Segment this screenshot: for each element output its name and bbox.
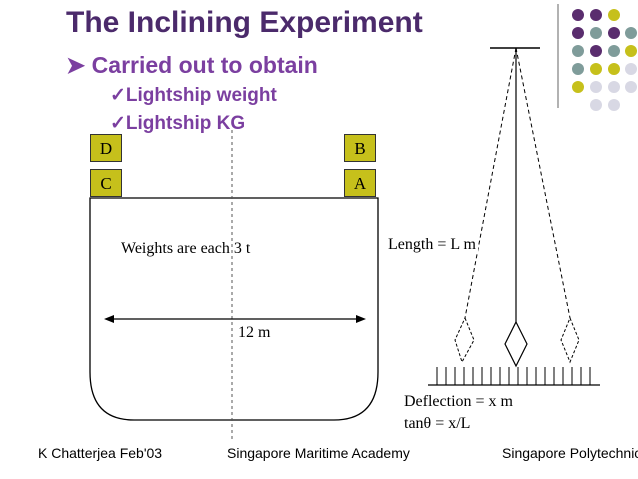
- dot: [572, 63, 584, 75]
- footer-right: Singapore Polytechnic: [502, 445, 638, 461]
- check-icon: ✓: [110, 113, 126, 134]
- arrow-bullet-icon: ➤: [66, 52, 86, 78]
- left-deflected-bob: [454, 316, 475, 364]
- dot: [608, 99, 620, 111]
- footer-left: K Chatterjea Feb'03: [38, 445, 163, 461]
- dot: [608, 81, 620, 93]
- dot: [625, 27, 637, 39]
- sub-bullet-item: ✓Lightship KG: [110, 112, 245, 135]
- footer-center: Singapore Maritime Academy: [227, 445, 410, 461]
- check-icon: ✓: [110, 85, 126, 106]
- dot: [590, 45, 602, 57]
- weight-d: D: [90, 134, 122, 162]
- dot: [572, 9, 584, 21]
- weight-b: B: [344, 134, 376, 162]
- weight-a: A: [344, 169, 376, 197]
- sub-bullet-text: Lightship weight: [125, 85, 277, 106]
- dot: [608, 45, 620, 57]
- dot: [590, 63, 602, 75]
- span-label: 12 m: [238, 324, 271, 341]
- tan-formula: tanθ = x/L: [404, 415, 471, 432]
- bullet-item: ➤ Carried out to obtain: [66, 52, 318, 79]
- dot: [590, 99, 602, 111]
- left-deflected-string: [464, 47, 517, 319]
- dot: [625, 45, 637, 57]
- deflection-label: Deflection = x m: [404, 393, 513, 410]
- dot: [608, 9, 620, 21]
- bullet-text: Carried out to obtain: [91, 52, 318, 78]
- dot: [608, 63, 620, 75]
- right-deflected-bob: [560, 316, 580, 364]
- ship-hull: [89, 197, 379, 421]
- sub-bullet-text: Lightship KG: [125, 113, 246, 134]
- length-label: Length = L m: [388, 236, 478, 254]
- span-arrow-right-head: [356, 315, 366, 323]
- dot: [572, 81, 584, 93]
- right-deflected-string: [515, 47, 571, 319]
- dot: [590, 9, 602, 21]
- dot: [625, 81, 637, 93]
- slide-title: The Inclining Experiment: [66, 6, 423, 39]
- dot: [608, 27, 620, 39]
- pendulum-bob: [504, 320, 528, 368]
- sub-bullet-item: ✓Lightship weight: [110, 84, 277, 107]
- dot: [572, 45, 584, 57]
- dot: [572, 27, 584, 39]
- weight-c: C: [90, 169, 122, 197]
- dot: [590, 81, 602, 93]
- span-arrow-left-head: [104, 315, 114, 323]
- dot: [590, 27, 602, 39]
- weights-label: Weights are each 3 t: [121, 240, 251, 257]
- dot: [625, 63, 637, 75]
- batten-scale-ticks: [436, 367, 591, 385]
